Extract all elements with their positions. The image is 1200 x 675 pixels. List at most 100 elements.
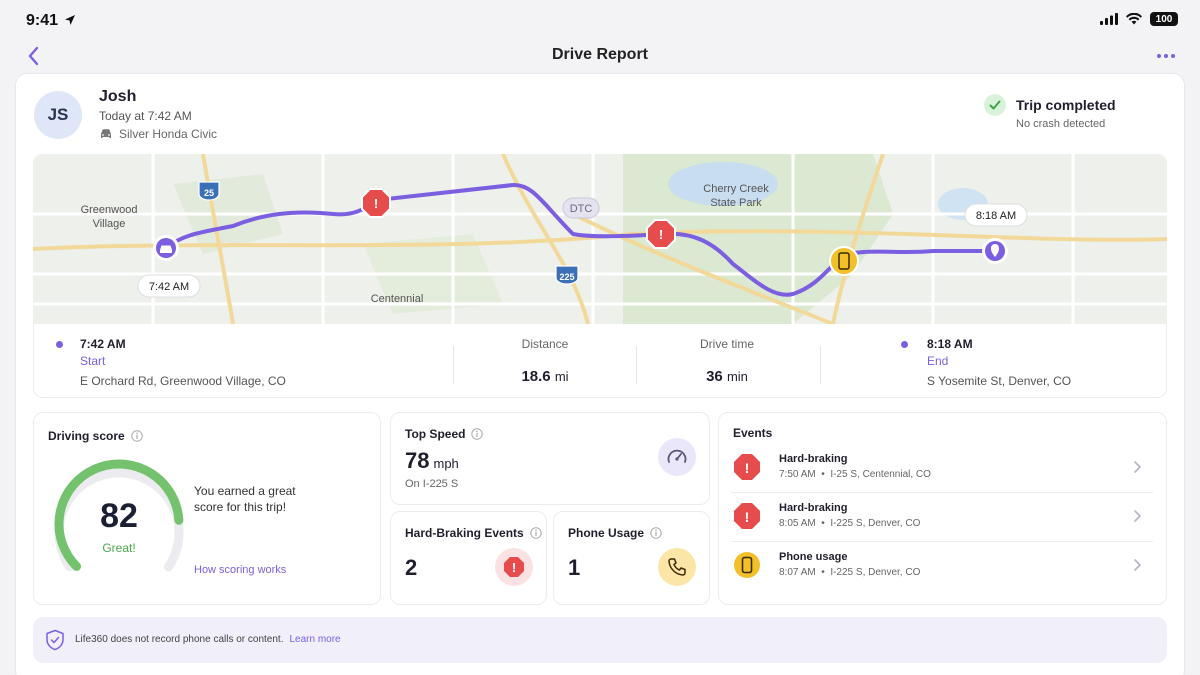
svg-text:!: ! [374,196,378,211]
hard-braking-card: Hard-Braking Events 2 ! [390,511,547,605]
speedometer-icon [658,438,696,476]
avatar-initials: JS [47,105,69,124]
end-time: 8:18 AM [927,337,973,351]
event-meta: 8:07 AM • I-225 S, Denver, CO [779,567,921,578]
back-button[interactable] [22,44,46,68]
how-scoring-works-link[interactable]: How scoring works [194,564,287,576]
chevron-left-icon [28,46,39,66]
event-meta: 8:05 AM • I-225 S, Denver, CO [779,518,921,529]
info-icon[interactable] [131,430,143,442]
user-name: Josh [99,88,137,105]
event-title: Hard-braking [779,453,848,465]
event-divider [731,541,1153,542]
event-time: 8:05 AM [779,518,816,529]
top-speed-label: Top Speed [405,427,466,441]
distance-label: Distance [521,337,569,351]
top-speed-location: On I-225 S [405,478,459,490]
drive-time-unit: min [726,369,748,384]
svg-text:!: ! [745,509,750,525]
end-label: End [927,354,949,368]
status-time: 9:41 [26,12,76,30]
battery-level: 100 [1155,13,1173,25]
chevron-right-icon [1134,559,1141,571]
more-options-button[interactable] [1154,44,1178,68]
status-icons: 100 [1100,12,1178,26]
map-label-greenwood: Greenwood [81,204,138,216]
event-title: Phone usage [779,551,848,563]
trip-status-title: Trip completed [1016,97,1116,113]
score-value: 82 [100,497,138,535]
driving-score-card: Driving score 82 Great! You earned a gre… [33,412,381,605]
score-message: You earned a great score for this trip! [194,484,296,514]
score-rating: Great! [102,541,136,555]
end-time-label: 8:18 AM [976,210,1016,222]
event-title: Hard-braking [779,502,848,514]
events-title: Events [733,426,773,440]
score-gauge-fill [54,459,184,571]
svg-text:!: ! [512,560,516,575]
event-meta: 7:50 AM • I-25 S, Centennial, CO [779,469,931,480]
checkmark-icon [984,94,1006,116]
divider [453,346,454,384]
wifi-icon [1126,13,1142,25]
event-location: I-225 S, Denver, CO [830,567,921,578]
top-speed-value: 78 mph [405,448,459,474]
start-time-bubble: 7:42 AM [137,274,201,298]
info-icon[interactable] [471,428,484,440]
event-divider [731,492,1153,493]
top-speed-unit: mph [433,456,459,471]
vehicle-name: Silver Honda Civic [119,127,218,141]
privacy-message: Life360 does not record phone calls or c… [75,634,284,645]
svg-text:!: ! [745,460,750,476]
nav-bar: Drive Report [0,40,1200,74]
phone-usage-count: 1 [568,555,581,580]
reservoir-water [668,162,778,206]
i225-label: 225 [559,272,574,282]
map-label-centennial: Centennial [371,293,424,305]
distance-value: 18.6 mi [475,368,615,385]
info-icon[interactable] [530,527,542,539]
end-time-bubble: 8:18 AM [964,203,1028,227]
event-location: I-25 S, Centennial, CO [830,469,931,480]
vehicle-info: Silver Honda Civic [99,127,217,141]
start-label: Start [80,354,106,368]
hard-braking-marker[interactable]: ! [361,188,391,218]
driving-score-title: Driving score [48,429,143,443]
learn-more-link[interactable]: Learn more [289,634,341,645]
start-dot [56,341,63,348]
event-location: I-225 S, Denver, CO [830,518,921,529]
chevron-right-icon [1134,461,1141,473]
trip-status-subtitle: No crash detected [1016,118,1106,130]
phone-icon [734,552,760,578]
drive-time-value: 36 min [657,368,797,385]
hard-braking-count: 2 [405,555,418,580]
end-dot [901,341,908,348]
privacy-text: Life360 does not record phone calls or c… [75,634,341,645]
event-row[interactable]: ! Hard-braking 8:05 AM • I-225 S, Denver… [731,492,1153,540]
privacy-banner: Life360 does not record phone calls or c… [33,617,1167,663]
top-speed-card: Top Speed 78 mph On I-225 S [390,412,710,505]
svg-text:!: ! [659,227,663,242]
dtc-label: DTC [570,203,593,215]
hard-braking-marker[interactable]: ! [646,219,676,249]
event-row[interactable]: Phone usage 8:07 AM • I-225 S, Denver, C… [731,541,1153,589]
trip-summary: 7:42 AM Start E Orchard Rd, Greenwood Vi… [33,324,1167,398]
event-row[interactable]: ! Hard-braking 7:50 AM • I-25 S, Centenn… [731,443,1153,491]
interstate-225-shield: 225 [555,265,579,285]
ellipsis-icon [1157,54,1175,58]
end-location-marker[interactable] [982,238,1008,264]
phone-usage-label: Phone Usage [568,526,645,540]
info-icon[interactable] [650,527,662,539]
car-icon [101,129,111,138]
drive-report-sheet: JS Josh Today at 7:42 AM Silver Honda Ci… [15,73,1185,675]
event-time: 7:50 AM [779,469,816,480]
avatar[interactable]: JS [34,91,82,139]
drive-time-label: Drive time [699,337,754,351]
map-label-village: Village [93,218,126,230]
route-map[interactable]: 25 225 DTC Greenwood Village Centennial … [33,154,1167,324]
battery-icon: 100 [1150,12,1178,26]
distance-number: 18.6 [521,368,551,385]
route-line [164,182,997,297]
phone-usage-marker[interactable] [829,246,859,276]
start-car-marker[interactable] [153,235,179,261]
